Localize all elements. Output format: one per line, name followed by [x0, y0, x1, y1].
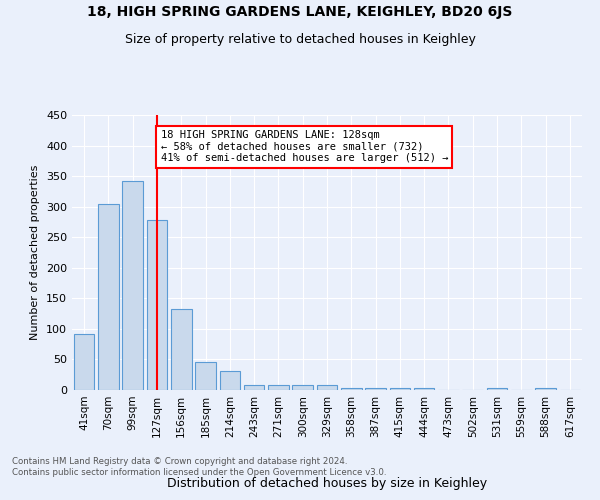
Bar	[171, 308, 191, 390]
Bar	[341, 388, 362, 390]
Bar	[535, 388, 556, 390]
Bar	[317, 384, 337, 390]
Bar	[414, 388, 434, 390]
Y-axis label: Number of detached properties: Number of detached properties	[31, 165, 40, 340]
Text: Distribution of detached houses by size in Keighley: Distribution of detached houses by size …	[167, 477, 487, 490]
Bar	[220, 371, 240, 390]
Bar	[487, 388, 508, 390]
Text: 18 HIGH SPRING GARDENS LANE: 128sqm
← 58% of detached houses are smaller (732)
4: 18 HIGH SPRING GARDENS LANE: 128sqm ← 58…	[161, 130, 448, 164]
Bar	[389, 388, 410, 390]
Text: Contains HM Land Registry data © Crown copyright and database right 2024.
Contai: Contains HM Land Registry data © Crown c…	[12, 458, 386, 477]
Bar	[122, 181, 143, 390]
Bar	[365, 388, 386, 390]
Text: Size of property relative to detached houses in Keighley: Size of property relative to detached ho…	[125, 32, 475, 46]
Bar	[292, 385, 313, 390]
Bar	[195, 362, 216, 390]
Bar	[146, 220, 167, 390]
Bar	[74, 334, 94, 390]
Text: 18, HIGH SPRING GARDENS LANE, KEIGHLEY, BD20 6JS: 18, HIGH SPRING GARDENS LANE, KEIGHLEY, …	[88, 5, 512, 19]
Bar	[244, 384, 265, 390]
Bar	[268, 384, 289, 390]
Bar	[98, 204, 119, 390]
